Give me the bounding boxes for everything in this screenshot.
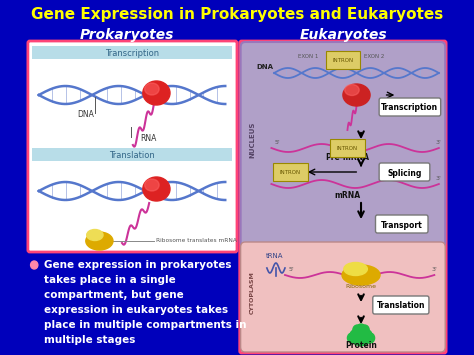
Text: INTRON: INTRON: [332, 58, 354, 62]
Text: DNA: DNA: [77, 110, 94, 119]
FancyBboxPatch shape: [32, 148, 232, 161]
Ellipse shape: [87, 229, 103, 240]
Circle shape: [356, 324, 365, 334]
Circle shape: [350, 330, 359, 340]
Text: DNA: DNA: [256, 64, 273, 70]
Circle shape: [363, 330, 372, 340]
Text: 5': 5': [274, 140, 280, 145]
Text: Ribosome translates mRNA: Ribosome translates mRNA: [155, 239, 237, 244]
FancyBboxPatch shape: [379, 163, 430, 181]
Text: 3': 3': [435, 176, 441, 181]
Ellipse shape: [342, 265, 380, 285]
FancyBboxPatch shape: [379, 98, 441, 116]
Text: Transport: Transport: [381, 220, 423, 229]
Text: Pre-mRNA: Pre-mRNA: [326, 153, 369, 163]
Circle shape: [31, 261, 38, 269]
Ellipse shape: [143, 177, 170, 201]
Circle shape: [365, 333, 374, 343]
Text: Protein: Protein: [345, 342, 377, 350]
Circle shape: [356, 336, 365, 346]
FancyBboxPatch shape: [241, 42, 445, 247]
Text: multiple stages: multiple stages: [44, 335, 136, 345]
Text: 5': 5': [274, 176, 280, 181]
Circle shape: [353, 335, 362, 345]
Text: EXON 1: EXON 1: [298, 54, 319, 59]
Text: Gene expression in prokaryotes: Gene expression in prokaryotes: [44, 260, 232, 270]
FancyBboxPatch shape: [375, 215, 428, 233]
Text: Transcription: Transcription: [105, 49, 159, 58]
Ellipse shape: [145, 179, 159, 191]
Text: INTRON: INTRON: [280, 169, 301, 175]
Text: 5': 5': [289, 267, 294, 272]
Text: expression in eukaryotes takes: expression in eukaryotes takes: [44, 305, 228, 315]
Circle shape: [353, 325, 362, 335]
Text: Transcription: Transcription: [382, 104, 438, 113]
Circle shape: [360, 325, 369, 335]
FancyBboxPatch shape: [241, 242, 445, 352]
Text: place in multiple compartments in: place in multiple compartments in: [44, 320, 246, 330]
Ellipse shape: [86, 232, 113, 250]
Ellipse shape: [143, 81, 170, 105]
Text: NUCLEUS: NUCLEUS: [249, 122, 255, 158]
Text: CYTOPLASM: CYTOPLASM: [250, 272, 255, 315]
FancyBboxPatch shape: [32, 46, 232, 59]
Circle shape: [347, 333, 356, 343]
Circle shape: [356, 330, 365, 340]
Ellipse shape: [343, 84, 370, 106]
Text: Splicing: Splicing: [387, 169, 422, 178]
Ellipse shape: [345, 84, 359, 95]
Circle shape: [360, 335, 369, 345]
Text: compartment, but gene: compartment, but gene: [44, 290, 184, 300]
FancyBboxPatch shape: [240, 41, 446, 353]
Text: Gene Expression in Prokaryotes and Eukaryotes: Gene Expression in Prokaryotes and Eukar…: [31, 6, 443, 22]
FancyBboxPatch shape: [28, 41, 237, 252]
Text: takes place in a single: takes place in a single: [44, 275, 176, 285]
Text: Prokaryotes: Prokaryotes: [79, 28, 174, 42]
Text: Ribosome: Ribosome: [346, 284, 376, 289]
Text: 3': 3': [432, 267, 438, 272]
Text: 3': 3': [435, 140, 441, 145]
Text: Translation: Translation: [109, 151, 155, 159]
Text: mRNA: mRNA: [334, 191, 361, 200]
Text: Translation: Translation: [377, 301, 425, 311]
Ellipse shape: [145, 83, 159, 95]
FancyBboxPatch shape: [373, 296, 429, 314]
Ellipse shape: [344, 262, 367, 275]
Text: RNA: RNA: [140, 134, 156, 143]
Text: INTRON: INTRON: [337, 146, 358, 151]
Text: EXON 2: EXON 2: [365, 54, 385, 59]
Text: Eukaryotes: Eukaryotes: [300, 28, 388, 42]
Text: tRNA: tRNA: [265, 253, 283, 259]
